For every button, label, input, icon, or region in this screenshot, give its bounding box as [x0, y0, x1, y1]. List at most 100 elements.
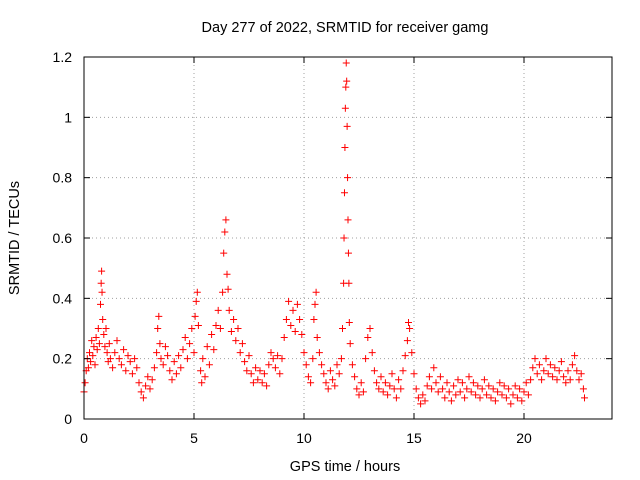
data-point — [86, 349, 93, 357]
data-point — [243, 367, 251, 375]
data-point — [92, 334, 100, 342]
data-point — [159, 361, 167, 369]
x-tick-label: 5 — [190, 430, 198, 446]
data-point — [546, 361, 554, 369]
data-point — [232, 337, 240, 345]
data-point — [498, 391, 506, 399]
data-point — [560, 373, 568, 381]
data-point — [254, 376, 262, 384]
data-point — [241, 358, 249, 366]
data-point — [341, 144, 349, 151]
data-point — [326, 367, 334, 375]
data-point — [505, 385, 513, 393]
data-point — [298, 331, 306, 339]
data-point — [329, 376, 337, 384]
data-point — [148, 376, 156, 384]
data-point — [227, 328, 235, 336]
data-point — [496, 379, 504, 387]
data-point — [280, 334, 288, 342]
data-point — [443, 379, 451, 387]
data-point — [100, 331, 108, 339]
data-point — [221, 228, 229, 236]
data-point — [573, 367, 581, 375]
data-point — [310, 315, 318, 323]
x-tick-label: 10 — [296, 430, 312, 446]
data-point — [320, 370, 328, 378]
data-point — [381, 379, 389, 387]
data-point — [154, 325, 162, 332]
data-point — [357, 379, 365, 387]
data-point — [414, 394, 422, 402]
data-point — [425, 373, 433, 381]
data-point — [91, 361, 99, 369]
data-point — [164, 352, 172, 360]
data-point — [203, 343, 211, 351]
data-point — [212, 321, 220, 329]
data-point — [494, 388, 502, 396]
data-point — [538, 376, 546, 384]
data-point — [399, 367, 407, 375]
data-point — [533, 370, 541, 378]
data-point — [553, 376, 561, 384]
data-point — [271, 364, 279, 372]
chart-title: Day 277 of 2022, SRMTID for receiver gam… — [202, 20, 489, 36]
data-point — [483, 391, 491, 399]
data-point — [447, 397, 455, 405]
data-point — [101, 343, 109, 351]
data-point — [516, 385, 524, 393]
data-point — [230, 315, 238, 323]
data-point — [373, 379, 381, 387]
data-point — [133, 364, 141, 372]
data-point — [549, 373, 557, 381]
data-point — [469, 379, 477, 387]
data-point — [224, 285, 232, 293]
data-point — [518, 397, 526, 405]
data-point — [502, 394, 510, 402]
data-point — [220, 249, 228, 257]
data-point — [454, 376, 462, 384]
data-point — [364, 334, 372, 342]
data-point — [421, 397, 429, 405]
data-point — [529, 364, 537, 372]
data-point — [146, 385, 154, 393]
data-point — [432, 379, 440, 387]
data-point — [276, 370, 284, 378]
data-point — [128, 370, 136, 378]
data-point — [99, 315, 107, 323]
data-point — [379, 388, 387, 396]
data-point — [300, 349, 308, 357]
data-point — [341, 104, 349, 112]
data-point — [97, 300, 104, 308]
data-point — [199, 355, 207, 363]
data-point — [157, 355, 165, 363]
data-point — [98, 267, 106, 275]
data-point — [256, 367, 264, 375]
data-point — [234, 325, 242, 332]
data-point — [236, 349, 244, 357]
data-point — [194, 321, 202, 329]
data-point — [193, 288, 201, 296]
data-point — [562, 379, 570, 387]
data-point — [274, 352, 282, 360]
data-point — [544, 370, 552, 378]
data-point — [419, 391, 427, 399]
data-point — [201, 373, 209, 381]
data-point — [113, 337, 121, 345]
data-point — [289, 306, 297, 314]
data-point — [345, 318, 353, 326]
data-point — [458, 379, 466, 387]
data-point — [581, 394, 588, 402]
data-point — [575, 376, 583, 384]
data-point — [480, 376, 488, 384]
data-point — [535, 361, 543, 369]
data-point — [522, 379, 530, 387]
data-point — [94, 325, 102, 332]
data-point — [267, 349, 275, 357]
data-point — [412, 385, 420, 393]
data-point — [348, 361, 356, 369]
data-point — [511, 382, 519, 390]
data-point — [287, 321, 295, 329]
data-point — [509, 391, 517, 399]
data-point — [122, 367, 130, 375]
